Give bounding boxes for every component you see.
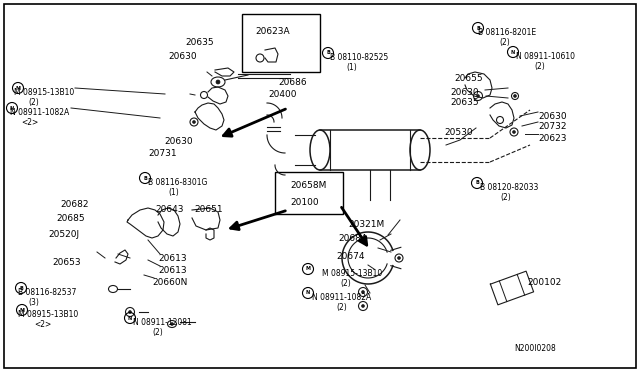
Text: 20653: 20653 [52, 258, 81, 267]
Text: 20530: 20530 [444, 128, 472, 137]
Text: B 08110-82525: B 08110-82525 [330, 53, 388, 62]
Text: N 08911-1082A: N 08911-1082A [312, 293, 371, 302]
Bar [242, 14, 320, 72]
Text: 20682: 20682 [60, 200, 88, 209]
Text: 20684: 20684 [338, 234, 367, 243]
Text: <2>: <2> [34, 320, 51, 329]
Ellipse shape [362, 291, 365, 294]
Text: 20635: 20635 [185, 38, 214, 47]
Ellipse shape [193, 121, 195, 124]
Text: 20613: 20613 [158, 266, 187, 275]
Text: 20731: 20731 [148, 149, 177, 158]
Text: 20321M: 20321M [348, 220, 384, 229]
Text: (1): (1) [346, 63, 356, 72]
Text: <2>: <2> [21, 118, 38, 127]
Text: N 08911-12081: N 08911-12081 [133, 318, 192, 327]
Text: B: B [476, 26, 480, 31]
Text: (3): (3) [28, 298, 39, 307]
Text: 20635: 20635 [450, 98, 479, 107]
Ellipse shape [397, 257, 401, 260]
Text: B 08116-82537: B 08116-82537 [18, 288, 76, 297]
Text: 20674: 20674 [336, 252, 365, 261]
Text: 20658M: 20658M [290, 181, 326, 190]
Text: M: M [305, 266, 310, 272]
Text: N: N [306, 291, 310, 295]
Text: N200I0208: N200I0208 [514, 344, 556, 353]
Text: 20623: 20623 [538, 134, 566, 143]
Text: M 08915-13B10: M 08915-13B10 [322, 269, 382, 278]
Text: 20651: 20651 [194, 205, 223, 214]
Text: (2): (2) [499, 38, 509, 47]
Text: (2): (2) [152, 328, 163, 337]
Text: 20655: 20655 [454, 74, 483, 83]
Text: (2): (2) [500, 193, 511, 202]
Text: 20613: 20613 [158, 254, 187, 263]
Text: 20643: 20643 [155, 205, 184, 214]
Text: B: B [143, 176, 147, 180]
Text: (1): (1) [168, 188, 179, 197]
Text: 20520J: 20520J [48, 230, 79, 239]
Text: (2): (2) [340, 279, 351, 288]
Ellipse shape [362, 305, 365, 308]
Text: 20400: 20400 [268, 90, 296, 99]
Text: (2): (2) [534, 62, 545, 71]
Ellipse shape [513, 131, 515, 134]
Text: 20623A: 20623A [255, 27, 290, 36]
Ellipse shape [477, 94, 479, 97]
Text: 200102: 200102 [527, 278, 561, 287]
Text: N 08911-1082A: N 08911-1082A [10, 108, 69, 117]
Text: 20100: 20100 [290, 198, 319, 207]
Ellipse shape [216, 80, 220, 84]
Text: 20630: 20630 [538, 112, 566, 121]
Text: 20630: 20630 [164, 137, 193, 146]
Text: N: N [128, 315, 132, 321]
Text: B: B [19, 285, 23, 291]
Text: M: M [15, 86, 20, 90]
Text: B 08116-8201E: B 08116-8201E [478, 28, 536, 37]
Text: B 08120-82033: B 08120-82033 [480, 183, 538, 192]
Bar [275, 172, 343, 214]
Text: M: M [19, 308, 24, 312]
Text: B: B [475, 180, 479, 186]
Text: 20732: 20732 [538, 122, 566, 131]
Text: N: N [10, 106, 14, 110]
Text: 20630: 20630 [168, 52, 196, 61]
Text: B: B [326, 51, 330, 55]
Text: M 08915-13B10: M 08915-13B10 [18, 310, 78, 319]
Text: 20630: 20630 [450, 88, 479, 97]
Ellipse shape [170, 323, 173, 326]
Ellipse shape [129, 311, 131, 314]
Text: 20660N: 20660N [152, 278, 188, 287]
Text: (2): (2) [336, 303, 347, 312]
Text: (2): (2) [28, 98, 39, 107]
Ellipse shape [513, 94, 516, 97]
Text: 20686: 20686 [278, 78, 307, 87]
Text: B 08116-8301G: B 08116-8301G [148, 178, 207, 187]
Text: M 08915-13B10: M 08915-13B10 [14, 88, 74, 97]
Text: 20685: 20685 [56, 214, 84, 223]
Text: N: N [511, 49, 515, 55]
Text: N 08911-10610: N 08911-10610 [516, 52, 575, 61]
